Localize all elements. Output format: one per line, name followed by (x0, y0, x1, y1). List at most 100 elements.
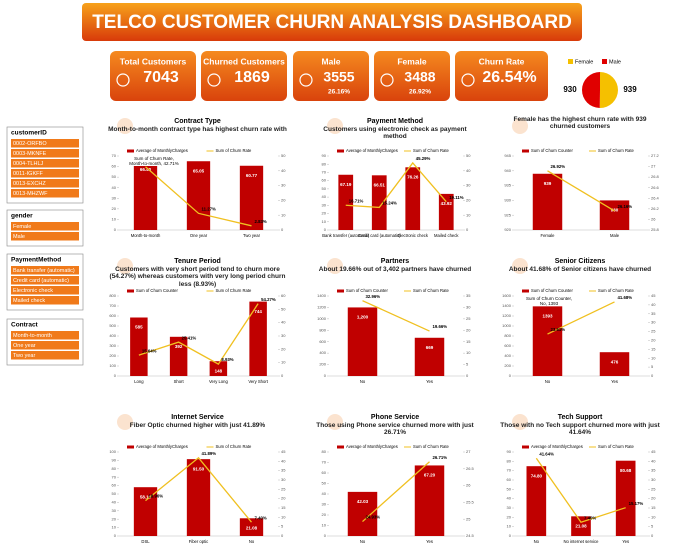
annotation-box: Sum of Churn Rate, Month-to-month, 42.71… (129, 156, 179, 166)
legend-label: Sum of Churn Rate (413, 288, 450, 293)
slicer-item-label: 0011-IGKFF (13, 171, 43, 177)
chart-subtitle: Those with no Tech support churned more … (500, 422, 660, 437)
y-tick-label: 0 (114, 533, 117, 538)
line-value-label: 32.96% (366, 294, 381, 299)
slicer-item[interactable] (11, 159, 79, 168)
slicer-item[interactable] (11, 149, 79, 158)
y2-tick-label: 15 (466, 339, 471, 344)
slicer-item[interactable] (11, 331, 79, 340)
y2-tick-label: 10 (651, 514, 656, 519)
bar (347, 307, 378, 376)
slicer-item[interactable] (11, 232, 79, 241)
bar (133, 487, 158, 536)
y2-tick-label: 20 (651, 496, 656, 501)
slicer-item[interactable] (11, 351, 79, 360)
slicer-item[interactable] (11, 222, 79, 231)
slicer-item[interactable] (11, 296, 79, 305)
slicer-item[interactable] (11, 286, 79, 295)
bar-value-label: 80.68 (620, 468, 632, 473)
y-tick-label: 1000 (502, 323, 512, 328)
legend-label: Sum of Churn Rate (598, 444, 635, 449)
y2-tick-label: 26 (466, 483, 471, 488)
y2-tick-label: 27 (651, 164, 656, 169)
legend-label: Male (609, 59, 621, 65)
y2-tick-label: 25 (466, 516, 471, 521)
line-value-label: 16.71% (349, 198, 364, 203)
bar-value-label: 476 (611, 359, 619, 364)
chart-subtitle: Female has the highest churn rate with 9… (513, 116, 647, 131)
bar-value-label: 669 (426, 345, 434, 350)
bar (249, 301, 267, 376)
y2-tick-label: 50 (281, 153, 286, 158)
slicer-item[interactable] (11, 276, 79, 285)
legend-swatch (602, 59, 607, 64)
chart-subtitle: About 41.68% of Senior citizens have chu… (508, 266, 652, 273)
y-tick-label: 300 (109, 343, 116, 348)
churn-rate-line (345, 161, 447, 209)
churn-rate-line (547, 301, 615, 335)
x-tick-label: Yes (426, 379, 433, 384)
x-tick-label: No internet service (564, 539, 600, 544)
y-tick-label: 30 (112, 195, 117, 200)
kpi-card (455, 51, 548, 101)
slicer-item[interactable] (11, 139, 79, 148)
y2-tick-label: 15 (651, 505, 656, 510)
y2-tick-label: 0 (466, 227, 469, 232)
y2-tick-label: 15 (281, 505, 286, 510)
y2-tick-label: 25 (651, 486, 656, 491)
x-tick-label: DSL (141, 539, 150, 544)
y-tick-label: 10 (112, 525, 117, 530)
x-tick-label: Very Short (248, 379, 268, 384)
slicer-item[interactable] (11, 179, 79, 188)
y2-tick-label: 20 (281, 197, 286, 202)
y2-tick-label: 26.4 (651, 195, 660, 200)
y2-tick-label: 30 (281, 183, 286, 188)
chart-panel (490, 254, 670, 390)
y-tick-label: 200 (109, 353, 116, 358)
chart-icon (512, 258, 528, 274)
line-value-label: 19.66% (433, 324, 448, 329)
y-tick-label: 400 (504, 353, 511, 358)
y2-tick-label: 10 (466, 350, 471, 355)
churn-rate-line (362, 461, 430, 523)
slicer-item-label: Electronic check (13, 288, 53, 294)
chart-subtitle: Those using Phone service churned more w… (316, 422, 474, 437)
y-tick-label: 100 (109, 363, 116, 368)
y-tick-label: 40 (322, 491, 327, 496)
y-tick-label: 20 (112, 516, 117, 521)
kpi-value: 3488 (404, 69, 435, 85)
line-value-label: 45.29% (416, 156, 431, 161)
x-tick-label: Male (610, 233, 620, 238)
y2-tick-label: 25 (281, 486, 286, 491)
y-tick-label: 60 (112, 483, 117, 488)
kpi-label: Male (322, 56, 341, 66)
slicer-item[interactable] (11, 169, 79, 178)
legend-label: Average of MonthlyCharges (136, 148, 188, 153)
legend-label: Sum of Churn Rate (216, 444, 253, 449)
chart-subtitle: Month-to-month contract type has highest… (108, 126, 287, 133)
y-tick-label: 800 (109, 293, 116, 298)
y2-tick-label: 30 (651, 477, 656, 482)
y-tick-label: 40 (507, 496, 512, 501)
line-value-label: 15.64% (142, 348, 157, 353)
slicer-item[interactable] (11, 266, 79, 275)
y-tick-label: 0 (114, 227, 117, 232)
bar-value-label: 66.51 (374, 183, 386, 188)
slicer-item[interactable] (11, 189, 79, 198)
kpi-label: Female (397, 56, 427, 66)
legend-label: Sum of Churn Counter (531, 288, 574, 293)
slicer-item[interactable] (11, 341, 79, 350)
slicer-item-label: One year (13, 343, 36, 349)
y2-tick-label: 30 (466, 183, 471, 188)
y2-tick-label: 10 (281, 514, 286, 519)
x-tick-label: No (360, 379, 366, 384)
y2-tick-label: 20 (281, 346, 286, 351)
y2-tick-label: 45 (651, 449, 656, 454)
y2-tick-label: 40 (651, 458, 656, 463)
y-tick-label: 90 (507, 449, 512, 454)
bar-value-label: 930 (611, 208, 619, 213)
legend-label: Sum of Churn Rate (216, 148, 253, 153)
y2-tick-label: 27 (466, 449, 471, 454)
y2-tick-label: 50 (466, 153, 471, 158)
header-title: TELCO CUSTOMER CHURN ANALYSIS DASHBOARD (92, 12, 572, 33)
